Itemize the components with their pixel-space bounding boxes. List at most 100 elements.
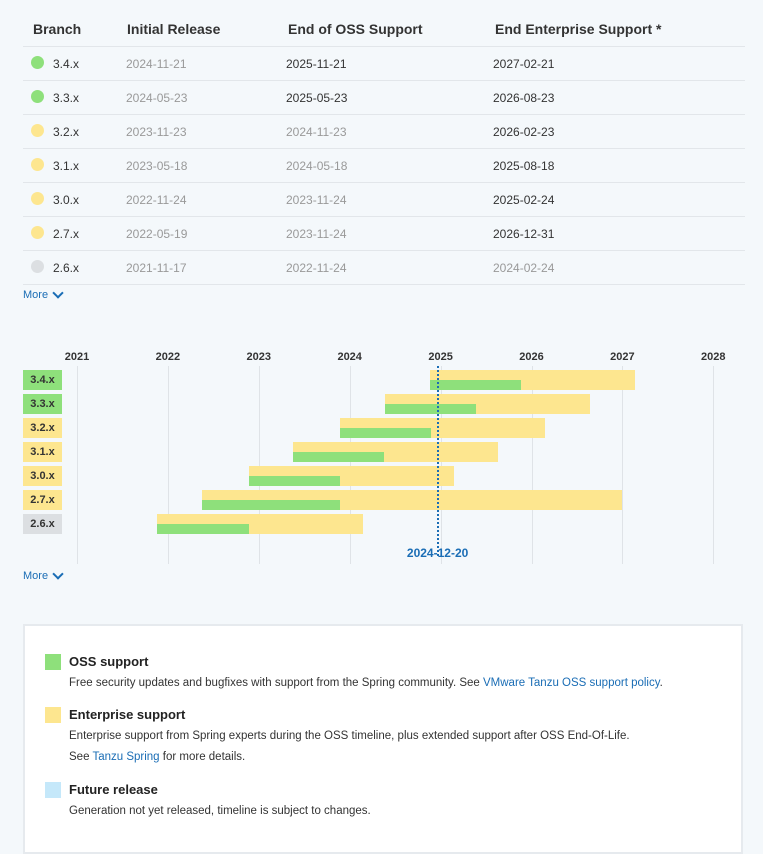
status-dot <box>31 260 44 273</box>
legend-enterprise-desc-2: See Tanzu Spring for more details. <box>69 751 246 763</box>
year-label: 2021 <box>64 351 90 363</box>
support-timeline-chart: 2021 2022 2023 2024 2025 2026 2027 2028 3.4.x 3.3… <box>0 340 763 580</box>
cell-branch: 3.2.x <box>53 125 80 139</box>
cell-end-enterprise: 2026-08-23 <box>493 91 555 105</box>
cell-initial-release: 2024-11-21 <box>126 57 187 71</box>
more-label: More <box>23 570 49 582</box>
year-label: 2028 <box>701 351 726 363</box>
cell-end-enterprise: 2027-02-21 <box>493 57 555 71</box>
branch-label: 3.4.x <box>23 370 62 390</box>
cell-end-oss: 2023-11-24 <box>286 193 347 207</box>
year-label: 2026 <box>519 351 544 363</box>
status-dot <box>31 158 44 171</box>
header-end-enterprise: End Enterprise Support * <box>495 21 662 37</box>
cell-end-oss: 2024-11-23 <box>286 125 347 139</box>
cell-end-oss: 2023-11-24 <box>286 227 347 241</box>
status-dot <box>31 192 44 205</box>
oss-support-bar <box>385 404 476 414</box>
cell-end-oss: 2024-05-18 <box>286 159 348 173</box>
cell-end-enterprise: 2025-02-24 <box>493 193 555 207</box>
branch-label: 3.2.x <box>23 418 62 438</box>
cell-initial-release: 2023-11-23 <box>126 125 187 139</box>
cell-initial-release: 2024-05-23 <box>126 91 188 105</box>
oss-support-bar <box>339 428 431 438</box>
legend-enterprise-desc: Enterprise support from Spring experts d… <box>69 730 630 742</box>
cell-branch: 2.7.x <box>53 227 80 241</box>
year-label: 2025 <box>428 351 453 363</box>
table-row: 3.3.x 2024-05-23 2025-05-23 2026-08-23 <box>23 81 745 115</box>
year-label: 2023 <box>246 351 272 363</box>
oss-support-bar <box>430 380 522 390</box>
branch-label: 2.6.x <box>23 514 62 534</box>
timeline-more-link[interactable]: More <box>23 568 64 582</box>
cell-end-enterprise: 2026-12-31 <box>493 227 555 241</box>
table-row: 3.0.x 2022-11-24 2023-11-24 2025-02-24 <box>23 183 745 217</box>
support-table: Branch Initial Release End of OSS Suppor… <box>23 11 745 285</box>
cell-initial-release: 2022-11-24 <box>126 193 187 207</box>
oss-policy-link[interactable]: VMware Tanzu OSS support policy <box>483 677 660 689</box>
table-row: 3.1.x 2023-05-18 2024-05-18 2025-08-18 <box>23 149 745 183</box>
cell-branch: 3.0.x <box>53 193 80 207</box>
cell-initial-release: 2022-05-19 <box>126 227 188 241</box>
table-row: 3.2.x 2023-11-23 2024-11-23 2026-02-23 <box>23 115 745 149</box>
year-gridline <box>713 366 715 564</box>
year-gridline <box>622 366 624 564</box>
cell-branch: 3.3.x <box>53 91 80 105</box>
cell-end-enterprise: 2025-08-18 <box>493 159 555 173</box>
oss-swatch <box>45 654 61 670</box>
year-gridline <box>440 366 442 564</box>
oss-support-bar <box>202 500 341 510</box>
chevron-down-icon <box>52 287 64 299</box>
more-label: More <box>23 289 49 301</box>
cell-end-oss: 2025-05-23 <box>286 91 348 105</box>
legend-future-title: Future release <box>69 782 158 797</box>
table-row: 2.7.x 2022-05-19 2023-11-24 2026-12-31 <box>23 217 745 251</box>
status-dot <box>31 124 44 137</box>
status-dot <box>31 226 44 239</box>
branch-label: 3.3.x <box>23 394 62 414</box>
branch-label: 3.0.x <box>23 466 62 486</box>
cell-end-enterprise: 2026-02-23 <box>493 125 555 139</box>
today-marker-line <box>436 366 439 556</box>
branch-label: 3.1.x <box>23 442 62 462</box>
legend-panel: OSS support Free security updates and bu… <box>23 624 743 854</box>
chevron-down-icon <box>52 568 64 580</box>
year-gridline <box>349 366 351 564</box>
year-label: 2022 <box>155 351 181 363</box>
cell-initial-release: 2023-05-18 <box>126 159 188 173</box>
table-more-link[interactable]: More <box>23 287 64 301</box>
enterprise-swatch <box>45 707 61 723</box>
oss-support-bar <box>249 476 341 486</box>
cell-initial-release: 2021-11-17 <box>126 261 187 275</box>
year-gridline <box>167 366 169 564</box>
header-initial-release: Initial Release <box>127 21 221 37</box>
oss-support-bar <box>292 452 384 462</box>
tanzu-spring-link[interactable]: Tanzu Spring <box>92 751 160 763</box>
year-gridline <box>77 366 78 564</box>
cell-end-oss: 2025-11-21 <box>286 57 347 71</box>
oss-support-bar <box>156 524 250 534</box>
header-end-oss: End of OSS Support <box>288 21 423 37</box>
year-gridline <box>531 366 533 564</box>
cell-end-enterprise: 2024-02-24 <box>493 261 555 275</box>
year-label: 2024 <box>337 351 362 363</box>
branch-label: 2.7.x <box>23 490 62 510</box>
legend-enterprise-title: Enterprise support <box>69 707 186 722</box>
table-row: 2.6.x 2021-11-17 2022-11-24 2024-02-24 <box>23 251 745 285</box>
status-dot <box>31 90 44 103</box>
year-gridline <box>258 366 260 564</box>
cell-branch: 3.1.x <box>53 159 80 173</box>
status-dot <box>31 56 44 69</box>
legend-oss-desc: Free security updates and bugfixes with … <box>69 677 663 689</box>
header-branch: Branch <box>33 21 82 37</box>
year-label: 2027 <box>610 351 635 363</box>
cell-branch: 2.6.x <box>53 261 80 275</box>
legend-future-desc: Generation not yet released, timeline is… <box>69 805 371 817</box>
table-row: 3.4.x 2024-11-21 2025-11-21 2027-02-21 <box>23 47 745 81</box>
today-date-label: 2024-12-20 <box>406 546 469 560</box>
cell-end-oss: 2022-11-24 <box>286 261 347 275</box>
cell-branch: 3.4.x <box>53 57 80 71</box>
legend-oss-title: OSS support <box>69 654 149 669</box>
future-swatch <box>45 782 61 798</box>
table-header: Branch Initial Release End of OSS Suppor… <box>23 11 745 47</box>
